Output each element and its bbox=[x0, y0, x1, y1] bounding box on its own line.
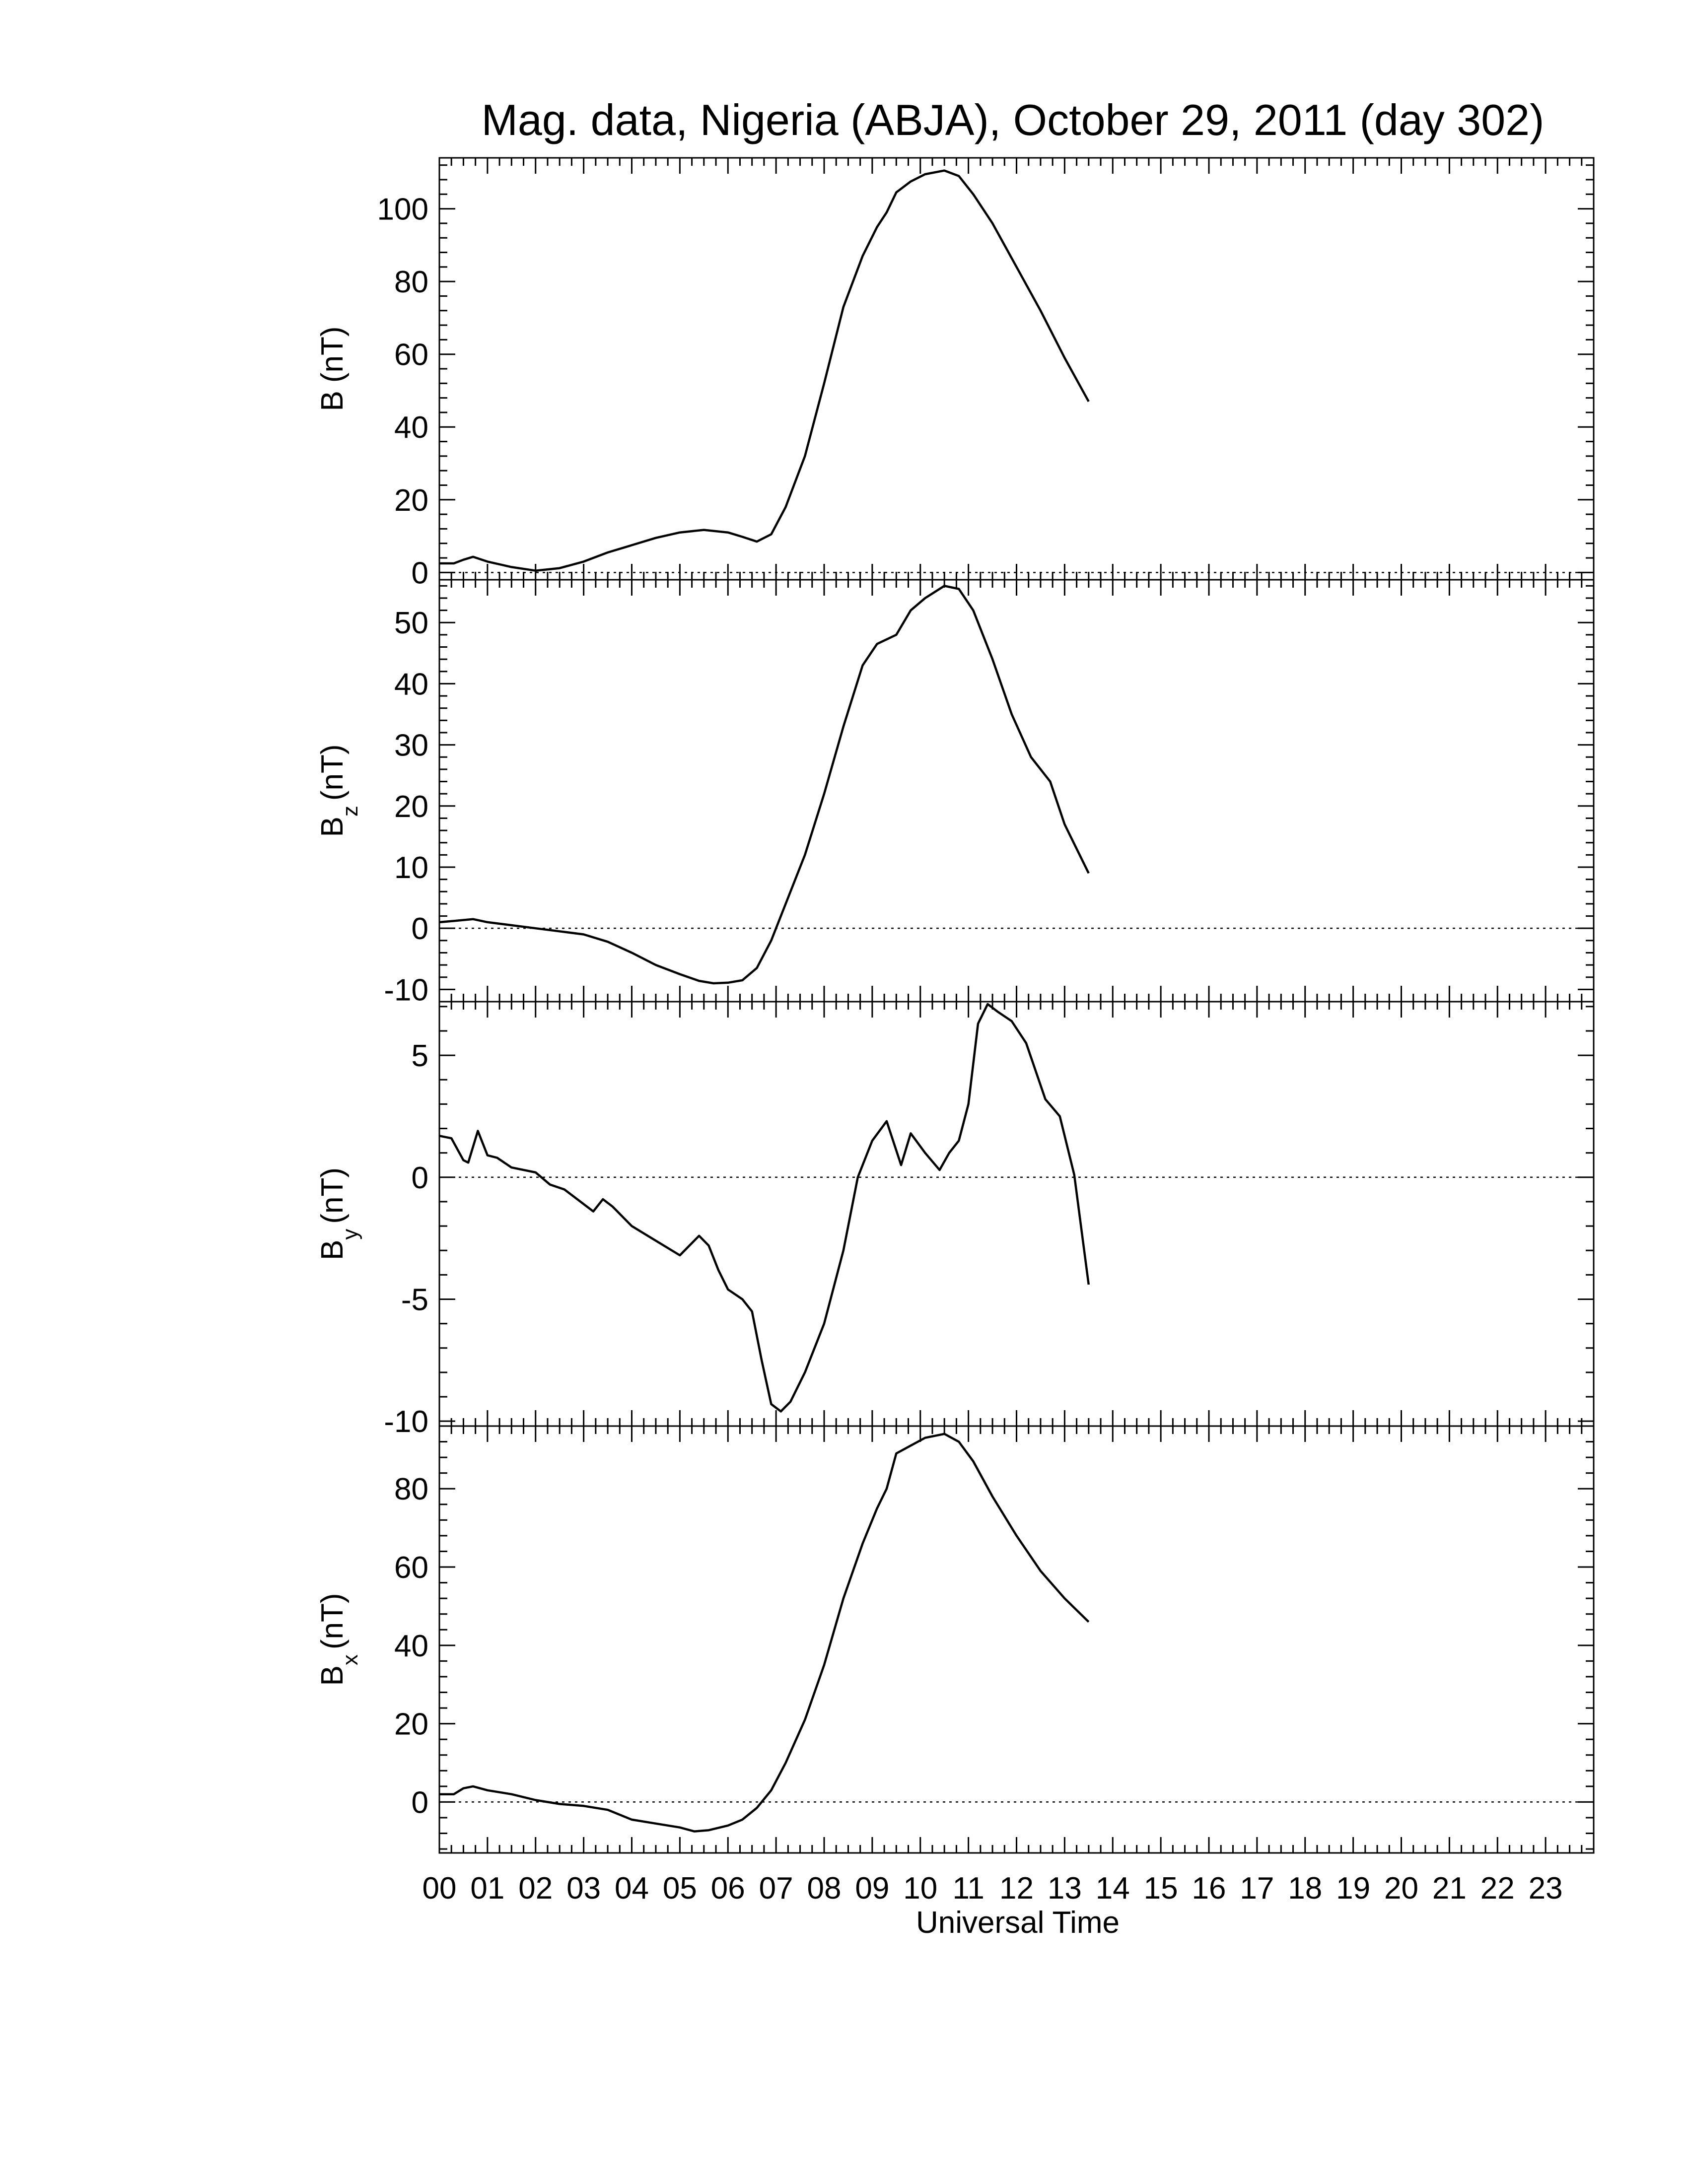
y-tick-label: 30 bbox=[394, 729, 428, 763]
x-tick-label: 01 bbox=[470, 1871, 504, 1906]
x-tick-label: 00 bbox=[422, 1871, 457, 1906]
series-line-panel-4 bbox=[439, 1433, 1090, 1833]
y-axis-label: By (nT) bbox=[315, 1167, 362, 1260]
x-ticks bbox=[438, 1002, 1595, 1426]
y-tick-label: 40 bbox=[394, 1629, 428, 1663]
x-tick-label: 15 bbox=[1144, 1871, 1178, 1906]
y-ticks: -10 -5 0 5 bbox=[384, 1006, 1594, 1439]
y-tick-label: 10 bbox=[394, 851, 428, 885]
x-tick-label: 08 bbox=[807, 1871, 842, 1906]
y-axis-label-unit: (nT) bbox=[315, 326, 350, 383]
x-axis: 00 01 02 03 04 05 06 07 08 09 10 11 12 13 14 15 16 17 18 19… bbox=[422, 1871, 1563, 1906]
y-tick-label: 60 bbox=[394, 338, 428, 372]
y-axis-label-subscript: z bbox=[338, 806, 362, 817]
x-tick-label: 14 bbox=[1096, 1871, 1130, 1906]
y-tick-label: 0 bbox=[412, 556, 428, 590]
y-axis-label-unit: (nT) bbox=[315, 1167, 350, 1224]
y-axis-label-symbol: B bbox=[315, 1240, 350, 1260]
x-tick-label: 06 bbox=[711, 1871, 745, 1906]
x-tick-label: 22 bbox=[1480, 1871, 1515, 1906]
x-tick-label: 21 bbox=[1432, 1871, 1467, 1906]
x-tick-label: 09 bbox=[855, 1871, 889, 1906]
y-axis-label-symbol: B bbox=[315, 391, 350, 411]
y-axis-label: Bz (nT) bbox=[315, 744, 362, 837]
y-tick-label: 0 bbox=[412, 912, 428, 946]
y-axis-label-unit: (nT) bbox=[315, 1593, 350, 1649]
y-axis-label-subscript: y bbox=[338, 1229, 362, 1240]
y-tick-label: 20 bbox=[394, 483, 428, 518]
x-tick-label: 19 bbox=[1336, 1871, 1370, 1906]
y-tick-label: 60 bbox=[394, 1551, 428, 1585]
x-tick-label: 17 bbox=[1240, 1871, 1274, 1906]
x-ticks bbox=[438, 580, 1595, 1002]
y-tick-label: 0 bbox=[412, 1785, 428, 1820]
y-tick-label: -10 bbox=[384, 973, 428, 1007]
x-ticks bbox=[438, 158, 1595, 580]
y-axis-label-symbol: B bbox=[315, 1665, 350, 1686]
y-axis-label-symbol: B bbox=[315, 817, 350, 837]
x-tick-label: 07 bbox=[759, 1871, 793, 1906]
panel-4: 0 20 40 60 80 Bx (nT) bbox=[315, 1425, 1595, 1854]
series-line-panel-2 bbox=[439, 585, 1090, 985]
x-tick-label: 13 bbox=[1048, 1871, 1082, 1906]
x-tick-label: 03 bbox=[566, 1871, 601, 1906]
y-ticks: 0 20 40 60 80 100 bbox=[377, 164, 1594, 590]
y-tick-label: 40 bbox=[394, 667, 428, 701]
x-tick-label: 18 bbox=[1288, 1871, 1322, 1906]
y-tick-label: 100 bbox=[377, 193, 428, 227]
y-axis-label-unit: (nT) bbox=[315, 744, 350, 801]
x-tick-label: 04 bbox=[615, 1871, 649, 1906]
y-tick-label: 40 bbox=[394, 410, 428, 445]
x-tick-label: 11 bbox=[952, 1871, 984, 1906]
y-tick-label: 20 bbox=[394, 1707, 428, 1742]
x-tick-label: 05 bbox=[663, 1871, 697, 1906]
x-ticks bbox=[438, 1426, 1595, 1853]
y-tick-label: 0 bbox=[412, 1161, 428, 1195]
y-tick-label: 80 bbox=[394, 1472, 428, 1506]
x-tick-label: 23 bbox=[1529, 1871, 1563, 1906]
y-tick-label: 5 bbox=[412, 1039, 428, 1073]
y-ticks: -10 0 10 20 30 40 50 bbox=[384, 585, 1594, 1007]
y-axis-label: B (nT) bbox=[315, 326, 350, 411]
x-tick-label: 12 bbox=[999, 1871, 1034, 1906]
x-tick-label: 16 bbox=[1192, 1871, 1226, 1906]
chart-panels: 020406080100B(nT)-1001020304050Bz(nT)-10… bbox=[315, 157, 1595, 1854]
y-axis-label-subscript: x bbox=[338, 1654, 362, 1665]
x-tick-label: 10 bbox=[903, 1871, 937, 1906]
y-ticks: 0 20 40 60 80 bbox=[394, 1425, 1594, 1850]
y-axis-label: Bx (nT) bbox=[315, 1593, 362, 1686]
y-tick-label: 50 bbox=[394, 606, 428, 640]
x-axis-label: Universal Time bbox=[916, 1906, 1120, 1940]
x-tick-label: 02 bbox=[518, 1871, 553, 1906]
y-tick-label: 80 bbox=[394, 265, 428, 299]
series-line-panel-3 bbox=[439, 1003, 1090, 1413]
x-tick-label: 20 bbox=[1384, 1871, 1418, 1906]
panel-1: 0 20 40 60 80 100 B (nT) bbox=[315, 157, 1595, 590]
y-tick-label: -10 bbox=[384, 1405, 428, 1439]
series-line-panel-1 bbox=[439, 169, 1090, 572]
y-tick-label: 20 bbox=[394, 790, 428, 824]
chart-title: Mag. data, Nigeria (ABJA), October 29, 2… bbox=[482, 95, 1545, 144]
y-tick-label: -5 bbox=[401, 1283, 428, 1317]
